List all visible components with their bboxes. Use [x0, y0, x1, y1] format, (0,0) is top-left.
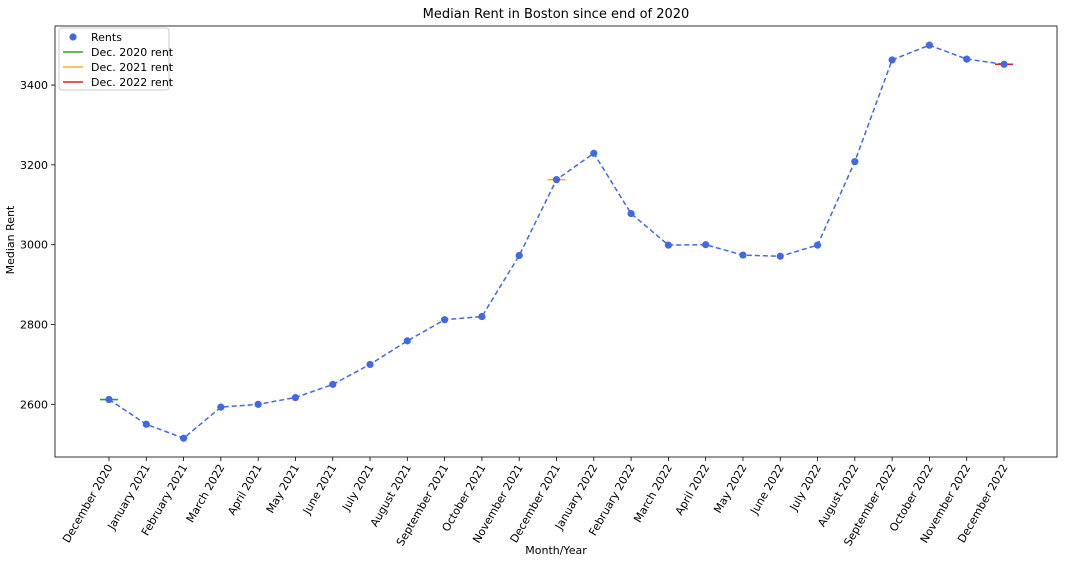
y-tick-label: 2800: [20, 319, 48, 332]
legend-marker: [69, 33, 77, 41]
data-point: [963, 55, 971, 63]
data-point: [739, 251, 747, 259]
x-tick-label: June 2021: [300, 462, 339, 517]
data-point: [142, 420, 150, 428]
y-tick-label: 2600: [20, 398, 48, 411]
y-tick-label: 3200: [20, 159, 48, 172]
data-point: [1000, 60, 1008, 68]
x-tick-label: May 2022: [711, 462, 749, 515]
data-point: [366, 360, 374, 369]
x-tick-label: April 2022: [673, 462, 713, 518]
data-point: [478, 312, 486, 321]
y-axis-label: Median Rent: [4, 205, 17, 274]
data-point: [105, 395, 113, 404]
data-point: [441, 316, 449, 324]
x-tick-label: December 2020: [60, 462, 116, 545]
x-tick-label: March 2022: [184, 462, 228, 525]
legend-label: Dec. 2022 rent: [91, 76, 174, 89]
legend: Rents Dec. 2020 rent Dec. 2021 rent Dec. 20…: [58, 27, 174, 91]
rents-line: [108, 44, 1005, 440]
data-point: [179, 434, 188, 442]
data-point: [627, 209, 635, 218]
x-tick-label: May 2021: [264, 462, 302, 515]
x-axis-label: Month/Year: [525, 544, 587, 557]
x-tick-label: July 2022: [787, 462, 824, 514]
data-point: [813, 241, 822, 249]
data-point: [702, 241, 710, 249]
plot-frame: [54, 25, 1058, 458]
x-tick-label: July 2021: [339, 462, 376, 514]
y-tick-label: 3400: [20, 79, 48, 92]
x-tick-label: April 2021: [225, 462, 265, 518]
data-point: [590, 149, 598, 157]
data-point: [403, 337, 411, 345]
legend-label: Rents: [91, 31, 122, 44]
y-tick-label: 3000: [20, 239, 48, 252]
legend-label: Dec. 2020 rent: [91, 46, 174, 59]
data-point: [217, 403, 225, 411]
legend-box: [58, 27, 170, 91]
legend-label: Dec. 2021 rent: [91, 61, 174, 74]
chart-title: Median Rent in Boston since end of 2020: [423, 7, 690, 22]
data-point: [776, 252, 784, 260]
data-point: [552, 176, 561, 184]
data-point: [254, 400, 262, 408]
x-tick-label: March 2022: [631, 462, 675, 525]
x-tick-label: June 2022: [747, 462, 786, 517]
data-point: [888, 56, 896, 64]
data-point: [925, 41, 934, 49]
data-point: [851, 158, 859, 166]
data-point: [515, 251, 523, 260]
data-point: [329, 380, 337, 388]
data-point: [291, 393, 300, 402]
data-point: [664, 241, 672, 249]
